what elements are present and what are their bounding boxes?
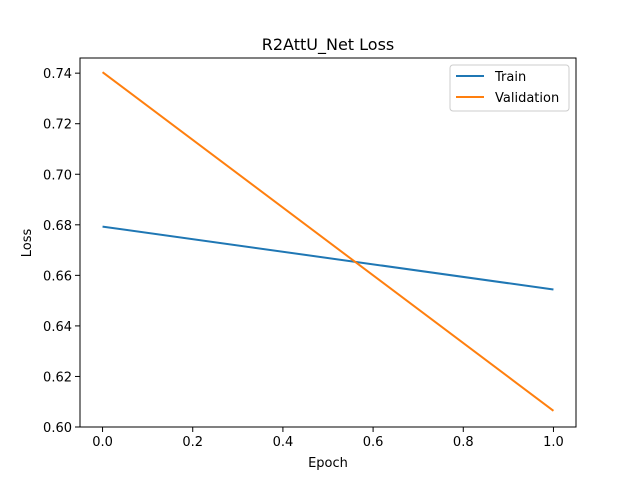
- x-tick-label: 1.0: [543, 435, 564, 450]
- y-tick-label: 0.62: [43, 370, 72, 385]
- y-tick-label: 0.64: [43, 320, 72, 335]
- x-tick-label: 0.8: [453, 435, 474, 450]
- y-tick-label: 0.72: [43, 118, 72, 133]
- x-tick-label: 0.2: [182, 435, 203, 450]
- legend: Train Validation: [449, 64, 570, 112]
- series-line-validation: [101, 71, 555, 412]
- x-axis-label: Epoch: [308, 456, 348, 471]
- chart-title: R2AttU_Net Loss: [262, 35, 394, 55]
- y-axis: 0.60 0.62 0.64 0.66 0.68 0.70 0.72 0.74: [43, 67, 80, 436]
- y-axis-label: Loss: [20, 229, 35, 258]
- x-tick-label: 0.0: [92, 435, 113, 450]
- x-tick-label: 0.6: [363, 435, 384, 450]
- y-tick-label: 0.66: [43, 269, 72, 284]
- legend-label-validation: Validation: [495, 91, 559, 106]
- y-tick-label: 0.70: [43, 168, 72, 183]
- series-line-train: [102, 225, 554, 291]
- x-tick-label: 0.4: [273, 435, 294, 450]
- y-tick-label: 0.60: [43, 421, 72, 436]
- plot-area-frame: [79, 57, 577, 428]
- y-tick-label: 0.74: [43, 67, 72, 82]
- legend-label-train: Train: [494, 70, 526, 85]
- x-axis: 0.0 0.2 0.4 0.6 0.8 1.0: [92, 427, 564, 450]
- series-lines: [101, 71, 555, 412]
- y-tick-label: 0.68: [43, 219, 72, 234]
